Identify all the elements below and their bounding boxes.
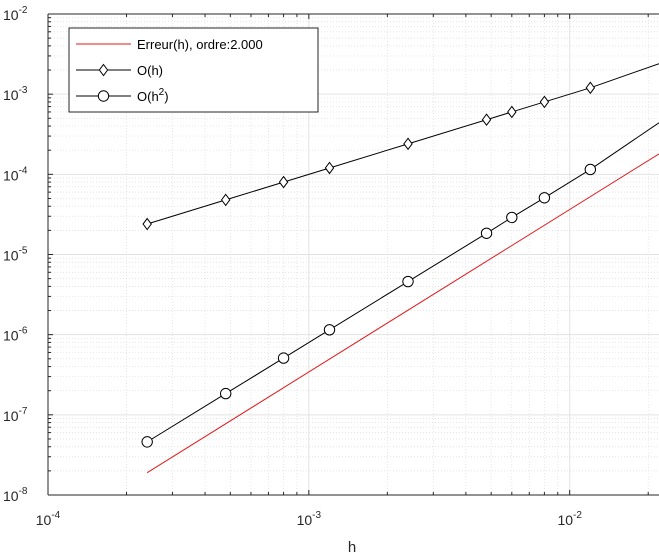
circle-marker <box>323 324 336 336</box>
diamond-marker <box>278 175 289 189</box>
circle-marker <box>219 387 232 400</box>
axes-frame <box>47 13 659 496</box>
circle-marker <box>277 352 290 364</box>
x-tick-label: 10-2 <box>557 510 582 528</box>
legend-diamond-marker <box>98 63 109 77</box>
diamond-marker <box>220 193 231 207</box>
x-tick-labels: 10-4 10-3 10-2 <box>36 510 583 528</box>
legend-entry-label: Erreur(h), ordre:2.000 <box>137 37 263 52</box>
x-tick-label: 10-4 <box>36 510 61 528</box>
legend-entry-label: O(h) <box>137 63 163 78</box>
circle-marker <box>480 227 493 239</box>
y-tick-label: 10-2 <box>3 5 28 23</box>
y-tick-label: 10-8 <box>3 486 28 504</box>
x-tick-label: 10-3 <box>297 510 322 528</box>
y-tick-label: 10-4 <box>3 165 28 183</box>
diamond-marker <box>539 95 550 109</box>
series-line-order1 <box>147 63 659 225</box>
diamond-marker <box>481 113 492 127</box>
legend-entry-label: O(h2) <box>137 87 169 104</box>
y-tick-label: 10-6 <box>3 326 28 344</box>
diamond-marker <box>507 105 517 119</box>
x-axis-label: h <box>348 539 356 556</box>
diamond-marker <box>142 217 152 231</box>
y-tick-label: 10-7 <box>3 406 28 424</box>
series-layer <box>141 63 659 474</box>
diamond-marker <box>403 137 413 151</box>
y-tick-labels: 10-8 10-7 10-6 10-5 10-4 10-3 10-2 <box>3 5 28 504</box>
y-tick-label: 10-3 <box>3 85 28 103</box>
diamond-marker <box>585 81 596 95</box>
series-line-erreur <box>146 153 659 474</box>
series-line-order2 <box>146 122 659 443</box>
circle-marker <box>141 436 153 448</box>
circle-marker <box>402 275 414 288</box>
circle-marker <box>584 163 597 176</box>
diamond-marker <box>324 161 335 175</box>
circle-marker <box>506 211 518 224</box>
legend: Erreur(h), ordre:2.000 O(h) O(h2) <box>68 27 319 113</box>
y-tick-label: 10-5 <box>3 246 28 264</box>
circle-marker <box>538 192 551 204</box>
legend-circle-marker <box>97 90 110 102</box>
